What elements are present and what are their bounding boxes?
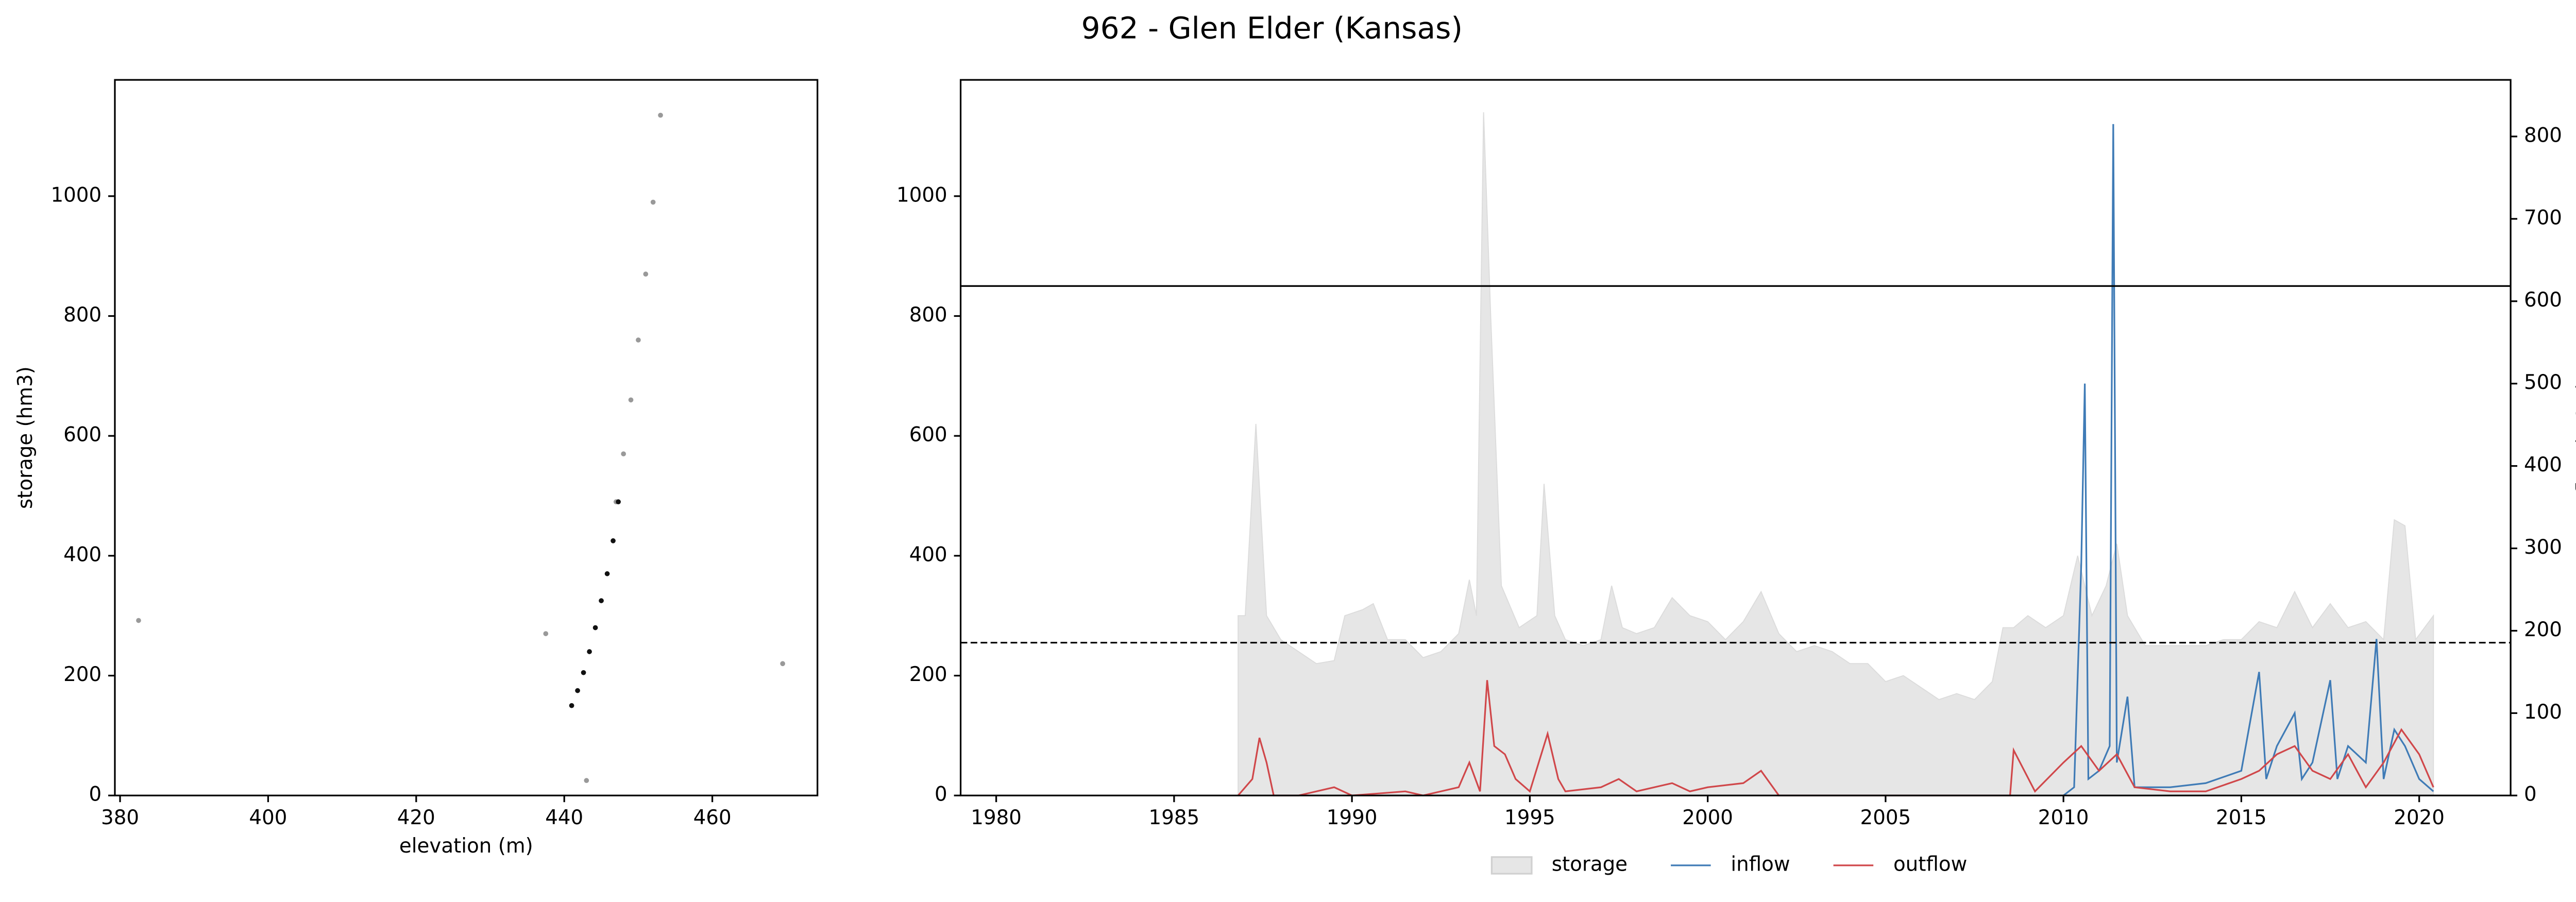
y-tick-label: 600 [63,423,101,447]
x-tick-label: 1980 [971,806,1022,829]
scatter-point [587,649,592,654]
storage-area [1238,112,2434,796]
outflow-line [1237,680,2434,796]
scatter-point [581,670,586,675]
y-tick-label: 600 [909,423,947,447]
scatter-point [569,703,574,708]
y-tick-label: 800 [63,303,101,327]
scatter-point [658,112,663,118]
scatter-point [604,571,610,576]
x-tick-label: 380 [101,806,139,829]
x-tick-label: 420 [397,806,435,829]
x-tick-label: 2020 [2394,806,2445,829]
x-tick-label: 2010 [2038,806,2089,829]
axes-frame [959,79,2512,796]
scatter-point [628,397,634,403]
scatter-point [543,631,549,636]
scatter-point [616,499,621,504]
y-tick-label: 800 [909,303,947,327]
x-tick-label: 2005 [1860,806,1911,829]
inflow-line [2063,124,2434,796]
legend-label: inflow [1731,853,1790,876]
y2-tick-label: 0 [2524,783,2537,806]
y-tick-label: 200 [63,663,101,686]
scatter-point [599,598,604,603]
x-tick-label: 460 [693,806,732,829]
y2-tick-label: 100 [2524,701,2562,724]
y2-tick-label: 300 [2524,536,2562,559]
legend-label: outflow [1893,853,1967,876]
y-tick-label: 200 [909,663,947,686]
scatter-point [650,199,656,205]
scatter-point [584,778,589,783]
axes-frame [114,79,819,796]
y-tick-label: 1000 [896,183,947,207]
y2-tick-label: 200 [2524,618,2562,641]
y2-tick-label: 800 [2524,124,2562,147]
x-axis-label: elevation (m) [399,835,533,858]
scatter-point [636,337,641,343]
legend-swatch [1490,856,1533,875]
scatter-point [575,688,580,693]
y-tick-label: 400 [909,543,947,566]
legend-label: storage [1552,853,1628,876]
y-tick-label: 0 [935,783,947,806]
y2-tick-label: 600 [2524,288,2562,312]
y2-tick-label: 400 [2524,453,2562,476]
scatter-point [643,271,649,277]
scatter-point [592,625,598,631]
y2-tick-label: 500 [2524,371,2562,394]
x-tick-label: 440 [545,806,583,829]
scatter-point [621,451,626,456]
x-tick-label: 400 [249,806,287,829]
x-tick-label: 2015 [2216,806,2267,829]
scatter-point [780,661,785,667]
y2-axis-label: flow (m3/s) [2573,382,2576,494]
x-tick-label: 1990 [1327,806,1378,829]
scatter-point [611,538,616,543]
y-tick-label: 400 [63,543,101,566]
x-tick-label: 1985 [1149,806,1200,829]
y-axis-label: storage (hm3) [14,366,37,509]
x-tick-label: 1995 [1504,806,1555,829]
scatter-point [136,618,141,623]
y-tick-label: 1000 [50,183,101,207]
figure-title: 962 - Glen Elder (Kansas) [1081,10,1463,45]
y-tick-label: 0 [89,783,101,806]
x-tick-label: 2000 [1682,806,1733,829]
y2-tick-label: 700 [2524,206,2562,229]
